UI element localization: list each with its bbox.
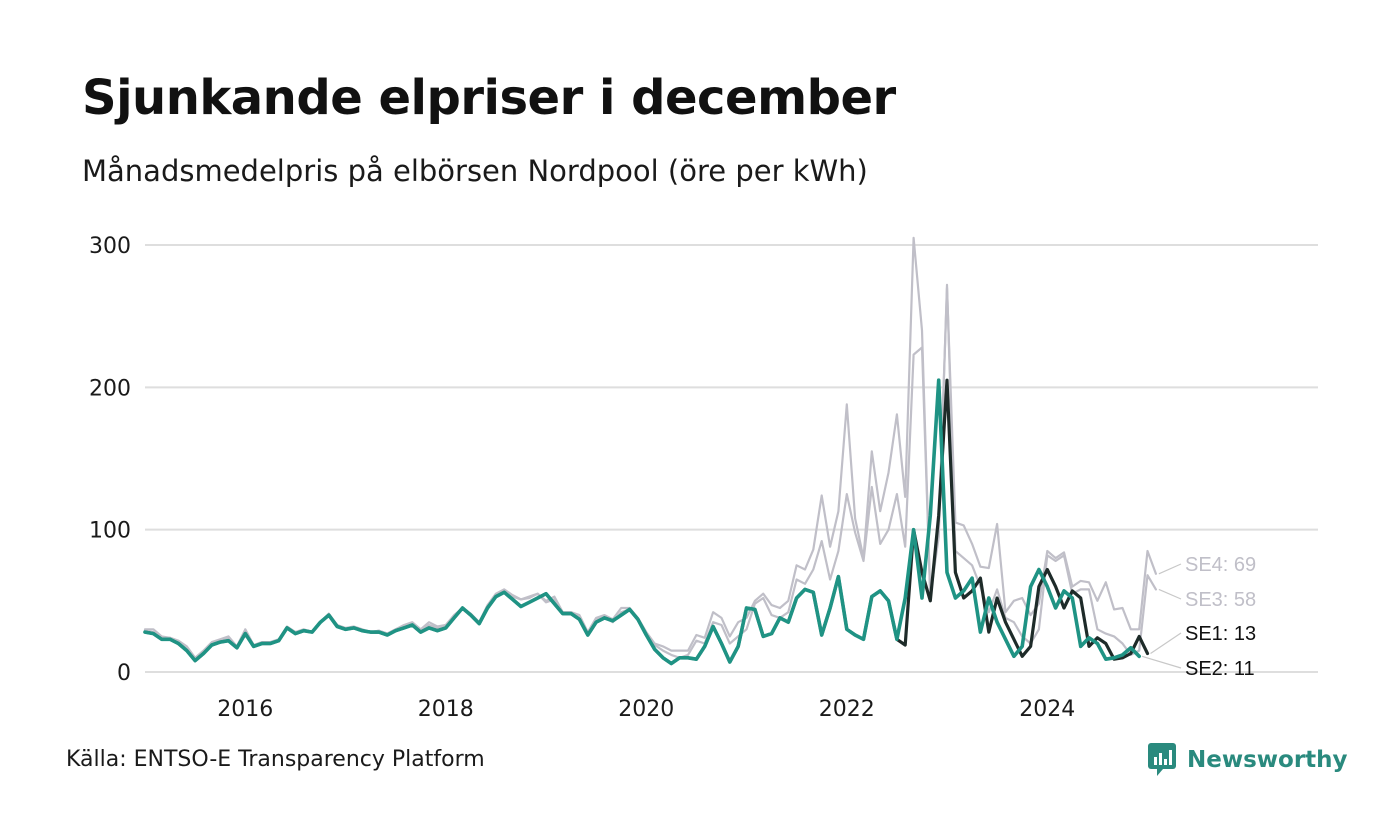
y-tick-label-0: 0 [117, 661, 131, 686]
leader-line-se4 [1158, 563, 1182, 575]
newsworthy-logo-icon [1148, 743, 1176, 776]
x-tick-label-2016: 2016 [217, 697, 273, 722]
leader-line-se1 [1150, 632, 1182, 654]
line-chart: 0 100 200 300 2016 2018 2020 2022 2024 SE4: 69 SE3… [89, 234, 1318, 722]
y-tick-label-100: 100 [89, 519, 131, 544]
y-tick-label-200: 200 [89, 376, 131, 401]
brand-name: Newsworthy [1187, 747, 1348, 773]
x-tick-label-2020: 2020 [618, 697, 674, 722]
brand-logo: Newsworthy [1147, 742, 1348, 778]
series-line-se2 [143, 378, 1141, 666]
leader-line-se2 [1141, 655, 1182, 669]
x-tick-label-2022: 2022 [819, 697, 875, 722]
y-tick-label-300: 300 [89, 234, 131, 259]
end-label-se2: SE2: 11 [1185, 658, 1255, 680]
series-line-se4 [143, 236, 1158, 659]
leader-line-se3 [1158, 588, 1182, 600]
end-label-se4: SE4: 69 [1185, 554, 1256, 576]
chart-title: Sjunkande elpriser i december [82, 70, 896, 126]
chart-subtitle: Månadsmedelpris på elbörsen Nordpool (ör… [82, 154, 868, 188]
x-tick-label-2018: 2018 [418, 697, 474, 722]
end-label-se3: SE3: 58 [1185, 589, 1256, 611]
x-tick-label-2024: 2024 [1019, 697, 1075, 722]
source-note: Källa: ENTSO-E Transparency Platform [66, 747, 485, 772]
end-label-se1: SE1: 13 [1185, 623, 1256, 645]
